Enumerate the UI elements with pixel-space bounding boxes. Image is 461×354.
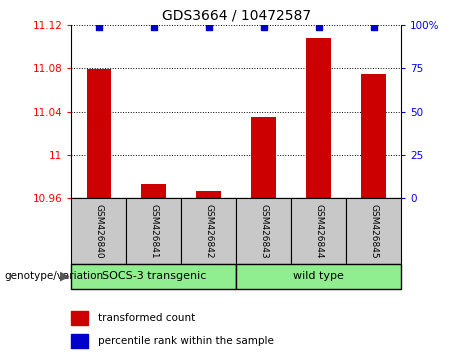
Point bbox=[315, 24, 322, 30]
Text: GSM426842: GSM426842 bbox=[204, 204, 213, 258]
Point bbox=[370, 24, 377, 30]
Text: ▶: ▶ bbox=[59, 270, 69, 282]
FancyBboxPatch shape bbox=[126, 198, 181, 264]
Bar bbox=[142, 184, 166, 198]
Text: transformed count: transformed count bbox=[98, 313, 195, 323]
FancyBboxPatch shape bbox=[181, 198, 236, 264]
Bar bbox=[361, 74, 386, 198]
Text: wild type: wild type bbox=[293, 271, 344, 281]
Text: SOCS-3 transgenic: SOCS-3 transgenic bbox=[102, 271, 206, 281]
Text: GSM426841: GSM426841 bbox=[149, 204, 159, 258]
Text: GSM426845: GSM426845 bbox=[369, 204, 378, 258]
Point bbox=[205, 24, 213, 30]
FancyBboxPatch shape bbox=[236, 198, 291, 264]
FancyBboxPatch shape bbox=[71, 198, 126, 264]
Text: GSM426840: GSM426840 bbox=[95, 204, 103, 258]
Bar bbox=[71, 334, 88, 348]
FancyBboxPatch shape bbox=[71, 264, 236, 289]
Text: GSM426844: GSM426844 bbox=[314, 204, 323, 258]
Text: GSM426843: GSM426843 bbox=[259, 204, 268, 258]
Bar bbox=[251, 117, 276, 198]
FancyBboxPatch shape bbox=[346, 198, 401, 264]
Text: genotype/variation: genotype/variation bbox=[5, 271, 104, 281]
Point bbox=[95, 24, 103, 30]
Point bbox=[150, 24, 158, 30]
Text: percentile rank within the sample: percentile rank within the sample bbox=[98, 336, 274, 346]
FancyBboxPatch shape bbox=[291, 198, 346, 264]
Bar bbox=[196, 191, 221, 198]
Point bbox=[260, 24, 267, 30]
Bar bbox=[306, 38, 331, 198]
Text: GDS3664 / 10472587: GDS3664 / 10472587 bbox=[162, 9, 311, 23]
FancyBboxPatch shape bbox=[236, 264, 401, 289]
Bar bbox=[71, 312, 88, 325]
Bar bbox=[87, 69, 111, 198]
